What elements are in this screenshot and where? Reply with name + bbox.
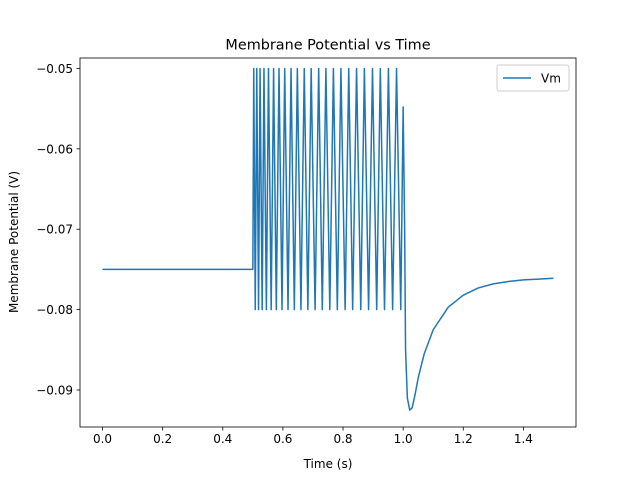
y-tick-label: −0.08 — [36, 303, 73, 317]
x-tick-label: 0.8 — [333, 432, 352, 446]
y-tick-label: −0.07 — [36, 223, 73, 237]
y-tick-label: −0.05 — [36, 62, 73, 76]
plot-frame — [79, 57, 577, 428]
chart-title: Membrane Potential vs Time — [225, 38, 430, 54]
x-tick-label: 1.0 — [394, 432, 413, 446]
x-tick-label: 0.0 — [93, 432, 112, 446]
x-tick-label: 0.4 — [213, 432, 232, 446]
x-axis-label: Time (s) — [303, 457, 353, 471]
legend-box — [496, 64, 570, 92]
series-line-vm — [102, 67, 554, 411]
y-axis-ticks: −0.09 −0.08 −0.07 −0.06 −0.05 — [36, 62, 80, 398]
x-tick-label: 1.4 — [514, 432, 533, 446]
y-tick-label: −0.09 — [36, 384, 73, 398]
y-axis-label: Membrane Potential (V) — [7, 171, 21, 313]
series-layer — [102, 67, 554, 411]
x-axis-ticks: 0.0 0.2 0.4 0.6 0.8 1.0 1.2 1.4 — [93, 427, 533, 446]
legend-label-vm: Vm — [541, 72, 561, 86]
x-tick-label: 0.2 — [153, 432, 172, 446]
x-tick-label: 1.2 — [454, 432, 473, 446]
x-tick-label: 0.6 — [273, 432, 292, 446]
legend: Vm — [496, 64, 570, 92]
y-tick-label: −0.06 — [36, 142, 73, 156]
